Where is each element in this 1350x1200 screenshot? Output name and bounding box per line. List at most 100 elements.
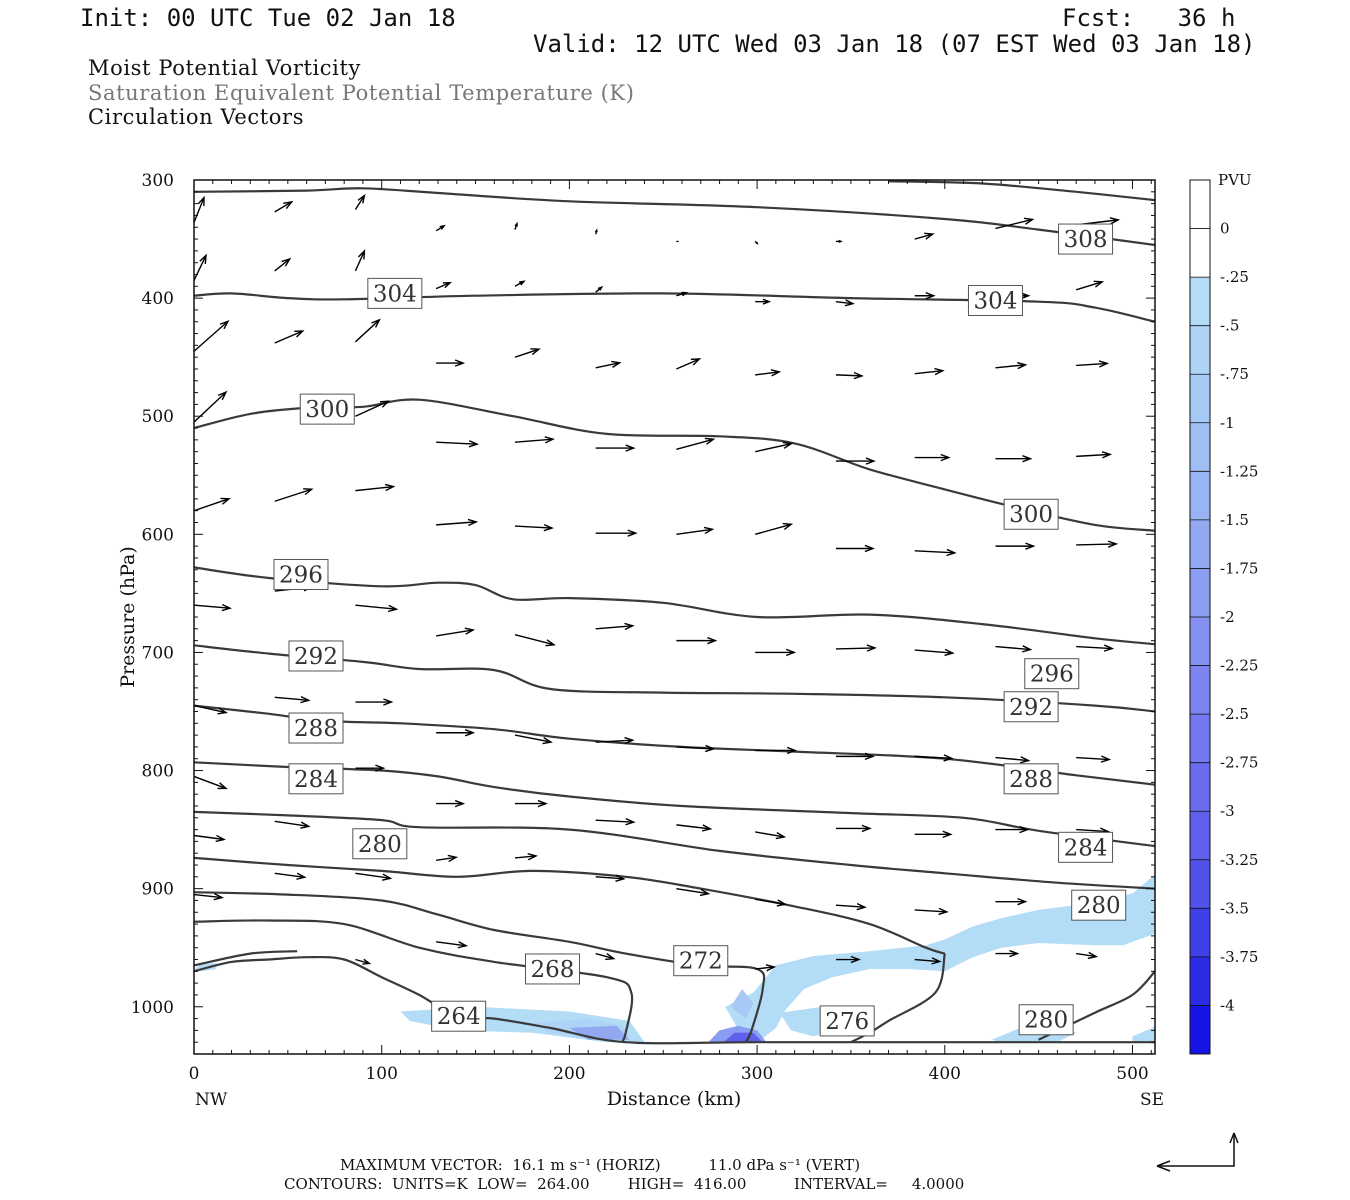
colorbar-label: -2.25: [1220, 657, 1258, 675]
vector-head: [1017, 897, 1028, 906]
valid-time: Valid: 12 UTC Wed 03 Jan 18 (07 EST Wed …: [533, 30, 1256, 58]
vector-shaft: [595, 739, 633, 743]
vector-head: [1023, 217, 1035, 225]
y-tick-label: 800: [142, 762, 174, 782]
circulation-vector: [194, 704, 228, 715]
circulation-vector: [355, 872, 393, 881]
circulation-vector: [595, 874, 626, 882]
pv-colorbar: 0 -.25 -.5 -.75 -1 -1.25 -1.5 -1.75 -2 -2.25 -2.5 -…: [1189, 179, 1258, 1055]
circulation-vector: [194, 390, 228, 423]
vector-head: [625, 818, 636, 826]
vector-shaft: [755, 371, 780, 376]
vector-shaft: [914, 370, 943, 375]
circulation-vector: [835, 752, 875, 761]
theta-es-contour-264: [194, 950, 298, 967]
vector-shaft: [436, 441, 478, 445]
vector-head: [371, 318, 381, 328]
colorbar-swatch: [1190, 519, 1210, 569]
vector-shaft: [1076, 453, 1111, 458]
vector-shaft: [274, 820, 309, 828]
colorbar-swatch: [1190, 325, 1210, 375]
circulation-vector: [995, 455, 1033, 463]
vector-shaft: [436, 941, 467, 947]
contour-label: 296: [273, 558, 329, 590]
circulation-vector: [755, 441, 794, 453]
circulation-vector: [914, 453, 951, 462]
contour-label-text: 264: [437, 1004, 481, 1030]
vector-head: [943, 754, 954, 762]
vector-head: [303, 488, 314, 496]
vector-shaft: [914, 233, 933, 240]
contour-label-box: [1071, 889, 1127, 921]
circulation-vector: [514, 734, 553, 745]
circulation-vector: [436, 440, 480, 448]
circulation-vector: [1076, 951, 1099, 960]
circulation-vector: [514, 852, 538, 861]
colorbar-swatch: [1190, 422, 1210, 472]
vector-head: [844, 299, 855, 307]
vector-head: [701, 824, 713, 832]
contour-note: CONTOURS: UNITS=K LOW= 264.00 HIGH= 416.…: [284, 1175, 965, 1193]
contour-label-box: [1018, 1004, 1074, 1036]
vector-head: [530, 348, 541, 356]
vector-head: [219, 319, 230, 330]
vector-head: [931, 957, 942, 965]
vector-head: [542, 737, 553, 745]
circulation-vector: [914, 957, 942, 965]
x-tick-labels: 0 100 200 300 400 500: [189, 1064, 1149, 1084]
vector-head: [527, 852, 538, 861]
circulation-vector: [755, 898, 788, 907]
circulation-vector: [595, 285, 604, 293]
vector-head: [705, 744, 716, 753]
vector-shaft: [1076, 543, 1117, 546]
vector-head: [605, 952, 616, 961]
circulation-vector: [274, 330, 305, 344]
vector-head: [786, 746, 798, 755]
vector-shaft: [194, 391, 227, 423]
vector-head: [281, 257, 292, 267]
vector-shaft: [835, 647, 875, 650]
circulation-vector: [436, 854, 459, 863]
circulation-vector: [194, 253, 207, 281]
contour-label-text: 292: [294, 644, 338, 670]
colorbar-label: -3.5: [1220, 899, 1249, 917]
contour-label-text: 304: [974, 288, 1018, 314]
vector-shaft: [595, 819, 634, 823]
circulation-vector: [194, 319, 230, 352]
contour-label-box: [352, 828, 408, 860]
y-tick-label: 1000: [131, 998, 174, 1018]
circulation-vector: [835, 239, 843, 243]
vector-head: [543, 523, 554, 532]
colorbar-label: -2: [1220, 608, 1235, 626]
y-tick-label: 300: [142, 171, 174, 191]
vector-head: [925, 292, 936, 300]
contour-label-box: [273, 558, 329, 590]
colorbar-label: -1.5: [1220, 511, 1249, 529]
axis-ticks: [193, 179, 1155, 1055]
vector-shaft: [676, 746, 714, 750]
circulation-vector: [1075, 280, 1105, 291]
vector-head: [942, 830, 953, 839]
contour-label: 308: [1058, 223, 1114, 255]
colorbar-unit: PVU: [1218, 171, 1252, 189]
colorbar-swatch: [1190, 762, 1210, 812]
colorbar-swatch: [1190, 908, 1210, 957]
colorbar-swatch: [1190, 859, 1210, 909]
theta-es-contour-284: [194, 761, 1155, 848]
contour-label-text: 280: [1024, 1008, 1068, 1034]
contour-label: 292: [1003, 691, 1059, 723]
circulation-vector: [194, 497, 231, 512]
circulation-vector: [995, 897, 1028, 906]
colorbar-swatch: [1190, 665, 1210, 715]
vector-shaft: [1076, 756, 1110, 761]
contour-label-text: 292: [1009, 695, 1053, 721]
colorbar-label: -2.5: [1220, 705, 1249, 723]
vector-head: [439, 224, 446, 230]
circulation-vector: [274, 200, 294, 213]
contour-label: 304: [367, 277, 423, 309]
circulation-vector: [595, 952, 616, 961]
contour-label: 300: [1003, 498, 1059, 530]
contour-label: 280: [1071, 889, 1127, 921]
contour-label-text: 276: [825, 1009, 869, 1035]
vector-head: [221, 603, 232, 612]
